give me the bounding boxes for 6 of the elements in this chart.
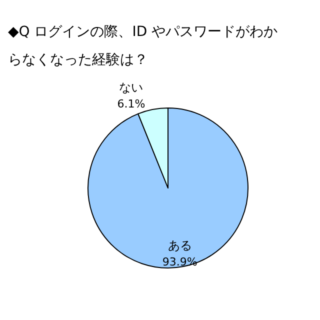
data-label: 93.9% — [162, 255, 198, 268]
slice-label: ある — [168, 238, 192, 252]
slice-label: ない — [119, 80, 144, 95]
pie-slice — [88, 108, 248, 268]
data-label: 6.1% — [117, 98, 146, 111]
chart-title: ◆Q ログインの際、ID やパスワードがわからなくなった経験は？ — [8, 23, 279, 70]
